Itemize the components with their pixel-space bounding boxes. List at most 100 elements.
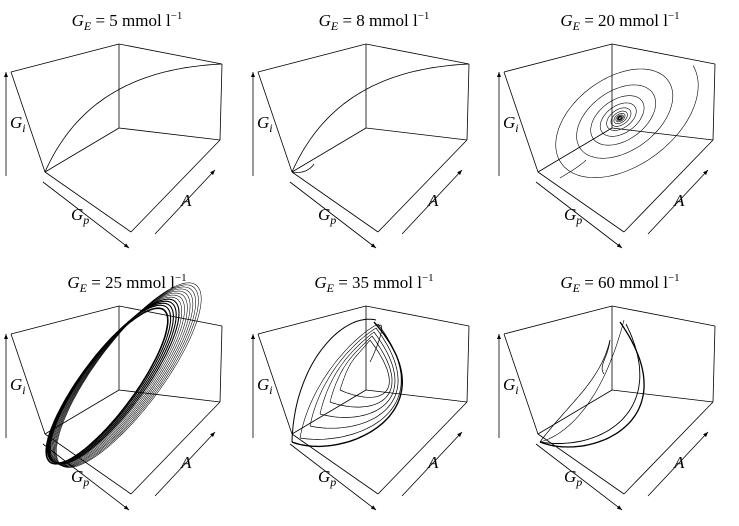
gi-axis-label: Gi: [503, 376, 519, 399]
title-unit: mmol l: [615, 11, 668, 30]
nested-orbit: [339, 339, 390, 398]
gi-axis-label: Gi: [503, 114, 519, 137]
nested-orbit: [319, 331, 396, 418]
nested-orbit: [309, 327, 399, 429]
gp-axis-label-var: G: [318, 467, 331, 486]
title-unit: mmol l: [117, 11, 171, 30]
panel-title: GE = 20 mmol l−1: [500, 6, 739, 36]
a-axis-arrow: [154, 431, 216, 497]
box-edge-inner-right: [365, 389, 468, 403]
title-value: 20: [598, 11, 616, 30]
title-unit: mmol l: [369, 273, 422, 292]
nested-orbit-upper: [309, 327, 377, 427]
title-exp: −1: [667, 272, 680, 284]
box-edge-right: [712, 63, 716, 141]
title-value: 60: [598, 273, 616, 292]
gp-axis-arrow: [535, 181, 623, 249]
title-exp: −1: [174, 272, 187, 284]
nested-orbit-upper: [329, 335, 373, 403]
a-axis-label-var: A: [181, 191, 192, 210]
gp-axis-label: Gp: [71, 468, 89, 491]
box-edge-bottom-right: [130, 139, 221, 233]
title-value: 25: [105, 273, 123, 292]
title-eq: =: [579, 11, 599, 30]
box-edge-inner-right: [118, 127, 221, 141]
gp-axis-arrow: [289, 181, 377, 249]
gi-axis-label-sub: i: [22, 121, 26, 135]
box-edge-right: [466, 63, 470, 141]
box-edge-inner-left: [44, 127, 120, 173]
title-var: G: [560, 273, 573, 292]
box-edge-bottom-right: [130, 401, 221, 495]
box-edge-right: [219, 325, 223, 403]
a-axis-arrow: [154, 169, 216, 235]
box-edge-bottom-left: [291, 171, 379, 233]
gp-axis-label: Gp: [564, 468, 582, 491]
panel-title: GE = 8 mmol l−1: [254, 6, 494, 36]
crescent-outer: [539, 321, 645, 448]
a-axis-arrow: [647, 431, 709, 497]
a-axis-label-var: A: [181, 453, 192, 472]
gi-axis-label-sub: i: [515, 121, 519, 135]
box-edge-top-right: [365, 43, 470, 65]
box-edge-left: [10, 333, 46, 435]
gp-axis-label-var: G: [564, 467, 577, 486]
box-edge-bottom-right: [623, 401, 714, 495]
gp-axis-arrow: [42, 443, 130, 511]
limit-cycle-orbit: [56, 282, 202, 468]
spiral-tail: [559, 159, 587, 179]
title-value: 8: [356, 11, 365, 30]
gi-axis-arrow-head: [4, 334, 8, 339]
crescent-inner: [539, 339, 611, 443]
gi-axis-arrow-head: [497, 334, 501, 339]
limit-cycle-orbit: [55, 284, 199, 468]
gp-axis-label: Gp: [318, 468, 336, 491]
box-edge-left: [503, 333, 539, 435]
gi-axis-label-var: G: [257, 375, 270, 394]
nested-orbit: [329, 335, 393, 408]
gp-axis-label-sub: p: [83, 475, 90, 489]
box-edge-inner-left: [291, 389, 367, 435]
box-edge-bottom-left: [537, 433, 625, 495]
gp-axis-arrow-head: [616, 243, 622, 248]
trajectory-arc: [44, 63, 223, 173]
gi-axis-label: Gi: [257, 114, 273, 137]
a-axis-arrow-head: [703, 170, 708, 176]
gi-axis-label-var: G: [503, 113, 516, 132]
limit-cycle-orbit: [54, 286, 196, 467]
gp-axis-arrow-head: [370, 243, 376, 248]
nested-orbit-upper: [299, 323, 379, 439]
gp-axis-label-sub: p: [83, 213, 90, 227]
a-axis-arrow: [401, 169, 463, 235]
box-edge-top-right: [611, 305, 716, 327]
panel-title: GE = 5 mmol l−1: [7, 6, 247, 36]
box-edge-bottom-left: [291, 433, 379, 495]
gi-axis-arrow-head: [497, 72, 501, 77]
limit-cycle-orbit: [46, 304, 172, 464]
box-edge-inner-left: [291, 127, 367, 173]
title-var: G: [318, 11, 331, 30]
crescent-mid: [539, 323, 641, 444]
title-var: G: [71, 11, 84, 30]
gp-axis-label: Gp: [564, 206, 582, 229]
box-edge-bottom-left: [537, 171, 625, 233]
title-eq: =: [333, 273, 353, 292]
gp-axis-arrow-head: [616, 505, 622, 510]
gi-axis-label-sub: i: [269, 121, 273, 135]
trajectory-hook: [291, 163, 315, 173]
box-edge-bottom-left: [44, 171, 132, 233]
nested-orbit-upper: [339, 339, 371, 391]
gi-axis-label-sub: i: [269, 383, 273, 397]
gp-axis-label-var: G: [71, 467, 84, 486]
box-edge-top-right: [118, 43, 223, 65]
title-var: G: [67, 273, 80, 292]
title-eq: =: [86, 273, 106, 292]
gp-axis-label-var: G: [318, 205, 331, 224]
nested-orbit-upper: [319, 331, 375, 415]
box-edge-bottom-right: [377, 139, 468, 233]
gi-axis-label: Gi: [257, 376, 273, 399]
box-edge-top-right: [365, 305, 470, 327]
gi-axis-label-sub: i: [515, 383, 519, 397]
gi-axis-arrow-head: [4, 72, 8, 77]
outer-orbit: [291, 321, 404, 448]
